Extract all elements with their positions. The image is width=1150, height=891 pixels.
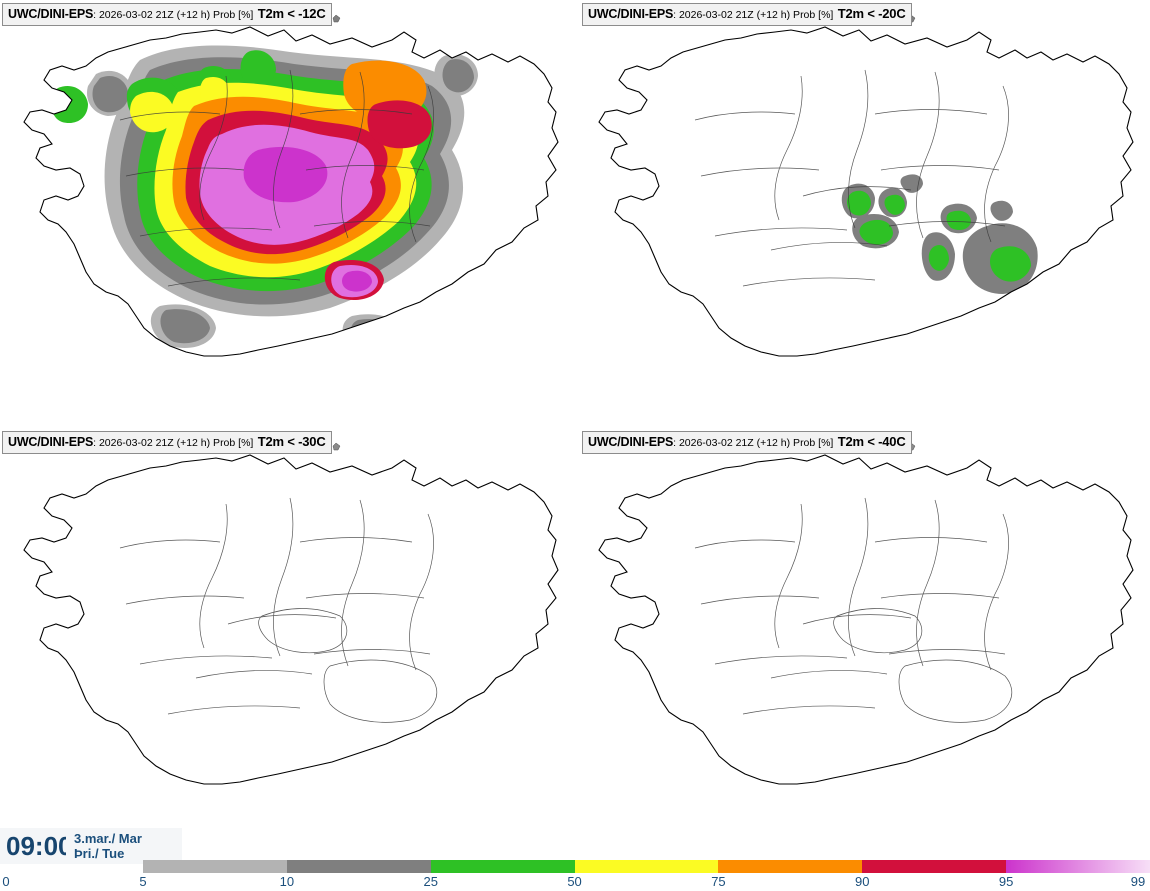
panel-t2m-lt-30c[interactable]: UWC/DINI-EPS: 2026-03-02 21Z (+12 h) Pro…: [0, 428, 575, 856]
colorbar-tick-0: 0: [2, 874, 10, 889]
colorbar-tick-75: 75: [711, 874, 726, 889]
offshore-island-icon: [332, 442, 341, 451]
colorbar-segment-green[interactable]: [430, 860, 575, 873]
colorbar-wrap: 0 5 10 25 50 75 90 95 99: [0, 860, 1150, 891]
footer: 09:00 3.mar./ Mar Þri./ Tue 0 5 10 25 50 75 90…: [0, 826, 1150, 891]
panel-variable-label: T2m < -40C: [837, 434, 906, 449]
panel-run-label: : 2026-03-02 21Z (+12 h) Prob [%]: [673, 437, 834, 449]
map-t2m-lt-40c[interactable]: [575, 428, 1150, 856]
panel-grid: UWC/DINI-EPS: 2026-03-02 21Z (+12 h) Pro…: [0, 0, 1150, 856]
panel-t2m-lt-20c[interactable]: UWC/DINI-EPS: 2026-03-02 21Z (+12 h) Pro…: [575, 0, 1150, 428]
colorbar-segment-yellow[interactable]: [574, 860, 719, 873]
internal-boundaries: [694, 69, 1009, 287]
colorbar-tick-95: 95: [998, 874, 1014, 889]
panel-model-label: UWC/DINI-EPS: [8, 7, 94, 21]
panel-t2m-lt-12c[interactable]: UWC/DINI-EPS: 2026-03-02 21Z (+12 h) Pro…: [0, 0, 575, 428]
colorbar-ticks: 0 5 10 25 50 75 90 95 99: [0, 874, 1150, 891]
panel-model-label: UWC/DINI-EPS: [588, 7, 674, 21]
band-25-50: [847, 190, 1031, 282]
offshore-island-icon: [332, 14, 341, 23]
panel-run-label: : 2026-03-02 21Z (+12 h) Prob [%]: [673, 9, 834, 21]
colorbar-tick-10: 10: [279, 874, 295, 889]
probability-shading: [841, 174, 1038, 294]
internal-boundaries: [694, 497, 1013, 723]
colorbar-tick-99: 99: [1130, 874, 1146, 889]
panel-model-label: UWC/DINI-EPS: [588, 435, 674, 449]
valid-date-block: 3.mar./ Mar Þri./ Tue: [66, 830, 142, 862]
panel-variable-label: T2m < -12C: [257, 6, 326, 21]
probability-shading: [50, 45, 478, 352]
panel-title-t2m-lt-20c: UWC/DINI-EPS: 2026-03-02 21Z (+12 h) Pro…: [582, 3, 912, 26]
valid-time: 09:00: [6, 830, 73, 861]
valid-date-line-1: 3.mar./ Mar: [74, 830, 142, 846]
panel-title-t2m-lt-30c: UWC/DINI-EPS: 2026-03-02 21Z (+12 h) Pro…: [2, 431, 332, 454]
band-99-core: [243, 146, 372, 292]
panel-t2m-lt-40c[interactable]: UWC/DINI-EPS: 2026-03-02 21Z (+12 h) Pro…: [575, 428, 1150, 856]
colorbar-segment-light-gray[interactable]: [143, 860, 287, 873]
colorbar-tick-5: 5: [139, 874, 147, 889]
map-t2m-lt-30c[interactable]: [0, 428, 575, 856]
internal-boundaries: [119, 497, 438, 723]
map-t2m-lt-12c[interactable]: [0, 0, 575, 428]
panel-variable-label: T2m < -30C: [257, 434, 326, 449]
colorbar-segment-orange[interactable]: [718, 860, 863, 873]
colorbar-tick-50: 50: [567, 874, 582, 889]
colorbar-segment-magenta[interactable]: [1006, 860, 1150, 873]
valid-date-line-2: Þri./ Tue: [74, 846, 125, 861]
map-t2m-lt-20c[interactable]: [575, 0, 1150, 428]
panel-title-t2m-lt-40c: UWC/DINI-EPS: 2026-03-02 21Z (+12 h) Pro…: [582, 431, 912, 454]
panel-title-t2m-lt-12c: UWC/DINI-EPS: 2026-03-02 21Z (+12 h) Pro…: [2, 3, 332, 26]
colorbar-segment-dark-gray[interactable]: [286, 860, 431, 873]
panel-model-label: UWC/DINI-EPS: [8, 435, 94, 449]
colorbar-segment-crimson[interactable]: [862, 860, 1007, 873]
valid-time-block: 09:00 3.mar./ Mar Þri./ Tue: [0, 828, 182, 864]
panel-run-label: : 2026-03-02 21Z (+12 h) Prob [%]: [93, 9, 254, 21]
colorbar-tick-25: 25: [423, 874, 438, 889]
colorbar[interactable]: [143, 860, 1150, 873]
colorbar-tick-90: 90: [855, 874, 870, 889]
internal-boundaries: [119, 69, 434, 287]
panel-run-label: : 2026-03-02 21Z (+12 h) Prob [%]: [93, 437, 254, 449]
panel-variable-label: T2m < -20C: [837, 6, 906, 21]
